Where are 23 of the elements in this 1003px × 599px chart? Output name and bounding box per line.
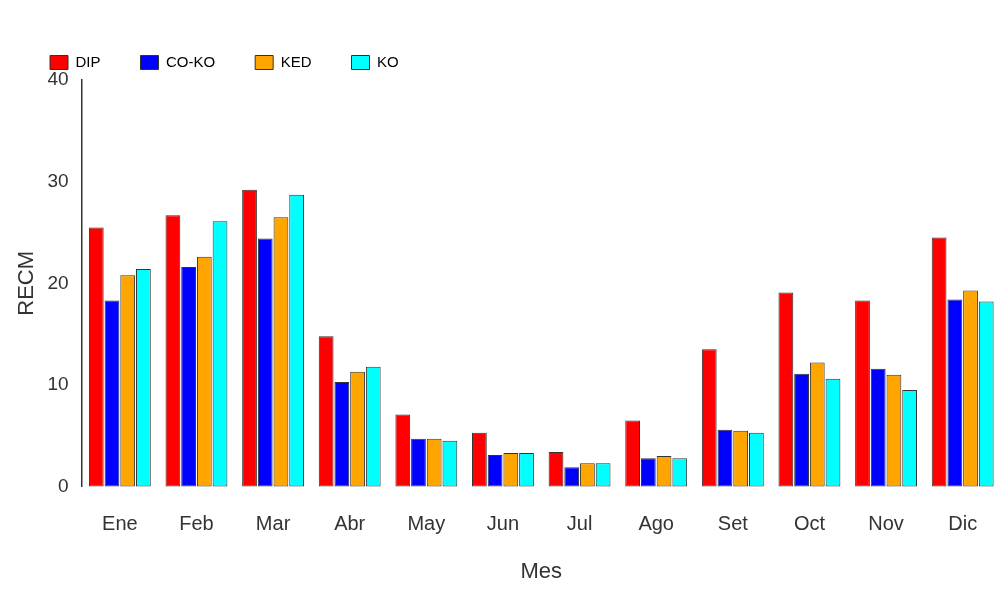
- x-tick-label: Jun: [486, 512, 520, 535]
- x-tick-label: Oct: [793, 512, 826, 535]
- x-tick-label: Mar: [255, 512, 291, 535]
- x-tick-label: Abr: [334, 512, 366, 535]
- x-tick-label: Ago: [638, 512, 674, 535]
- legend-label: KO: [377, 52, 399, 70]
- x-tick-label: Dic: [948, 512, 978, 535]
- x-tick-label: May: [407, 512, 446, 535]
- legend-label: DIP: [75, 52, 101, 70]
- x-tick-label: Ene: [102, 512, 138, 535]
- x-tick-label: Jul: [566, 512, 593, 535]
- y-axis-title: RECM: [13, 250, 39, 316]
- y-tick-label: 10: [47, 373, 69, 395]
- y-tick-label: 20: [47, 271, 69, 293]
- x-tick-label: Set: [717, 512, 749, 535]
- legend-label: CO-KO: [166, 52, 216, 70]
- x-axis-title: Mes: [520, 557, 563, 583]
- y-tick-label: 0: [57, 474, 69, 496]
- x-tick-label: Nov: [868, 512, 904, 535]
- y-tick-label: 30: [47, 169, 69, 191]
- y-tick-label: 40: [47, 68, 69, 90]
- x-tick-label: Feb: [179, 512, 214, 535]
- legend-label: KED: [280, 52, 312, 70]
